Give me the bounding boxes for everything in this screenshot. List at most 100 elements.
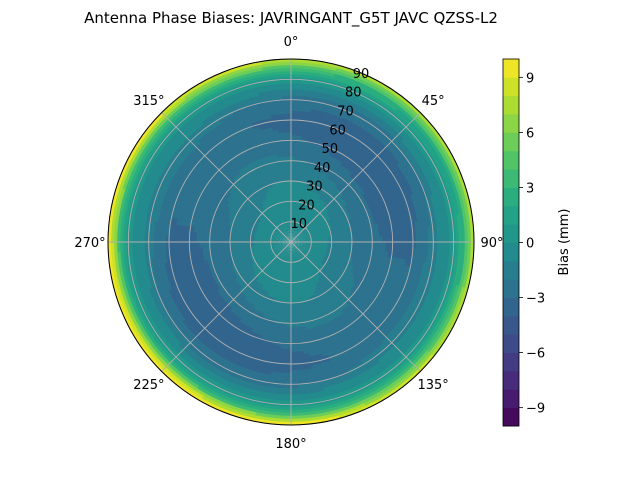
contour-cell bbox=[285, 256, 288, 261]
contour-cell bbox=[294, 256, 297, 261]
contour-cell bbox=[226, 238, 231, 243]
contour-cell bbox=[279, 236, 283, 239]
contour-cell bbox=[244, 243, 249, 248]
contour-cell bbox=[287, 213, 290, 218]
contour-cell bbox=[281, 239, 286, 241]
contour-cell bbox=[301, 233, 305, 236]
contour-cell bbox=[284, 242, 289, 244]
contour-cell bbox=[235, 244, 240, 249]
contour-cell bbox=[278, 231, 282, 235]
contour-cell bbox=[292, 223, 295, 227]
contour-cell bbox=[292, 250, 294, 255]
contour-cell bbox=[283, 262, 286, 267]
contour-cell bbox=[287, 186, 292, 191]
contour-cell bbox=[345, 238, 350, 243]
contour-cell bbox=[292, 232, 294, 237]
contour-cell bbox=[283, 245, 287, 249]
contour-cell bbox=[351, 238, 356, 243]
contour-cell bbox=[287, 229, 290, 234]
contour-cell bbox=[282, 236, 287, 239]
contour-cell bbox=[281, 228, 285, 233]
contour-cell bbox=[277, 248, 282, 252]
contour-cell bbox=[296, 211, 300, 216]
contour-cell bbox=[272, 236, 277, 239]
contour-cell bbox=[354, 234, 359, 240]
contour-cell bbox=[279, 245, 283, 248]
contour-cell bbox=[298, 264, 302, 269]
contour-cell bbox=[272, 246, 277, 249]
contour-cell bbox=[280, 229, 284, 233]
contour-cell bbox=[232, 241, 237, 246]
polar-contour-fill bbox=[108, 59, 474, 425]
contour-cell bbox=[275, 237, 280, 240]
contour-cell bbox=[302, 244, 307, 247]
contour-cell bbox=[285, 192, 289, 197]
contour-cell bbox=[272, 238, 276, 241]
contour-cell bbox=[291, 244, 293, 249]
contour-cell bbox=[291, 244, 294, 249]
contour-cell bbox=[315, 238, 320, 241]
contour-cell bbox=[288, 247, 290, 252]
contour-cell bbox=[282, 224, 285, 229]
contour-cell bbox=[296, 238, 301, 241]
contour-cell bbox=[293, 302, 299, 307]
contour-cell bbox=[250, 243, 255, 247]
contour-cell bbox=[292, 284, 297, 289]
contour-cell bbox=[291, 235, 294, 240]
contour-cell bbox=[286, 250, 289, 255]
contour-cell bbox=[266, 234, 271, 237]
contour-cell bbox=[293, 243, 298, 246]
contour-cell bbox=[295, 230, 299, 235]
contour-cell bbox=[293, 287, 297, 292]
contour-cell bbox=[302, 237, 307, 240]
contour-cell bbox=[283, 227, 287, 232]
contour-cell bbox=[282, 252, 285, 256]
contour-cell bbox=[295, 235, 299, 239]
contour-cell bbox=[297, 228, 300, 232]
contour-cell bbox=[288, 235, 290, 240]
contour-cell bbox=[293, 253, 296, 258]
contour-cell bbox=[273, 234, 278, 237]
contour-cell bbox=[293, 232, 296, 237]
contour-cell bbox=[287, 253, 290, 258]
contour-cell bbox=[284, 239, 289, 242]
contour-cell bbox=[294, 234, 298, 238]
contour-cell bbox=[263, 233, 268, 236]
contour-cell bbox=[278, 238, 283, 241]
contour-cell bbox=[279, 234, 284, 238]
contour-cell bbox=[298, 247, 302, 251]
contour-cell bbox=[293, 240, 298, 242]
contour-cell bbox=[280, 251, 284, 255]
contour-cell bbox=[281, 242, 286, 245]
contour-cell bbox=[293, 238, 297, 241]
contour-cell bbox=[296, 249, 300, 253]
contour-cell bbox=[285, 233, 288, 237]
contour-cell bbox=[293, 247, 296, 252]
contour-cell bbox=[293, 233, 296, 237]
contour-cell bbox=[286, 236, 290, 240]
contour-cell bbox=[327, 202, 333, 208]
contour-cell bbox=[293, 250, 296, 255]
contour-cell bbox=[288, 232, 290, 237]
contour-cell bbox=[279, 246, 284, 249]
contour-cell bbox=[293, 240, 298, 242]
contour-cell bbox=[290, 189, 295, 194]
contour-cell bbox=[294, 230, 297, 234]
contour-cell bbox=[282, 245, 287, 248]
contour-cell bbox=[281, 251, 285, 256]
contour-cell bbox=[295, 214, 299, 219]
contour-cell bbox=[304, 247, 309, 250]
contour-cell bbox=[297, 225, 301, 229]
contour-cell bbox=[282, 237, 286, 240]
contour-cell bbox=[281, 233, 285, 237]
contour-cell bbox=[285, 247, 288, 251]
contour-cell bbox=[290, 186, 295, 191]
contour-cell bbox=[287, 247, 290, 252]
contour-cell bbox=[287, 244, 290, 248]
contour-cell bbox=[275, 243, 280, 246]
contour-cell bbox=[282, 228, 285, 232]
contour-cell bbox=[272, 245, 277, 248]
contour-cell bbox=[287, 177, 292, 182]
contour-cell bbox=[298, 229, 302, 233]
contour-cell bbox=[276, 246, 281, 250]
